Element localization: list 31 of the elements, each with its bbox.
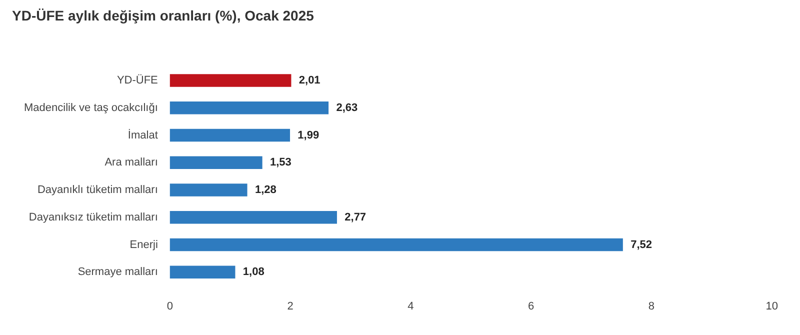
x-tick-label: 6 [528,300,534,312]
y-tick-label: YD-ÜFE [116,74,158,87]
y-tick-label: Ara malları [104,156,158,169]
bar [170,102,329,114]
data-label: 7,52 [630,238,652,251]
y-tick-label: Enerji [130,238,158,251]
x-tick-label: 0 [166,300,173,312]
bar [170,266,236,278]
x-tick-label: 10 [766,300,778,312]
y-tick-label: İmalat [128,128,158,142]
y-tick-label: Dayanıksız tüketim malları [28,211,158,224]
data-label: 2,63 [336,102,358,114]
data-label: 1,99 [298,129,320,142]
y-tick-label: Dayanıklı tüketim malları [37,184,158,196]
bar [170,184,248,196]
data-label: 1,08 [242,266,264,278]
y-tick-label: Sermaye malları [78,266,158,278]
data-label: 2,77 [344,211,366,224]
bar [170,128,290,142]
x-tick-label: 4 [408,300,414,312]
data-label: 1,28 [254,184,276,196]
bar [170,74,292,87]
bar [170,238,623,252]
x-tick-label: 8 [648,300,655,312]
x-tick-label: 2 [287,300,294,312]
chart-title: YD-ÜFE aylık değişim oranları (%), Ocak 2025 [12,7,314,24]
data-label: 1,53 [270,156,292,169]
data-label: 2,01 [298,74,320,87]
bar [170,211,337,224]
bar [170,156,262,169]
y-tick-label: Madencilik ve taş ocakcılığı [24,102,158,114]
